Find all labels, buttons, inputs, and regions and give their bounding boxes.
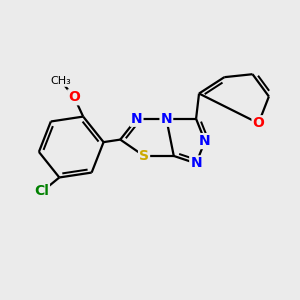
Text: N: N xyxy=(160,112,172,126)
Text: N: N xyxy=(199,134,211,148)
Text: S: S xyxy=(139,149,149,163)
Text: Cl: Cl xyxy=(34,184,49,198)
Text: N: N xyxy=(190,156,202,170)
Text: O: O xyxy=(68,90,80,104)
Text: O: O xyxy=(253,116,264,130)
Text: methoxy: methoxy xyxy=(61,76,67,77)
Text: N: N xyxy=(131,112,142,126)
Text: CH₃: CH₃ xyxy=(50,76,71,86)
